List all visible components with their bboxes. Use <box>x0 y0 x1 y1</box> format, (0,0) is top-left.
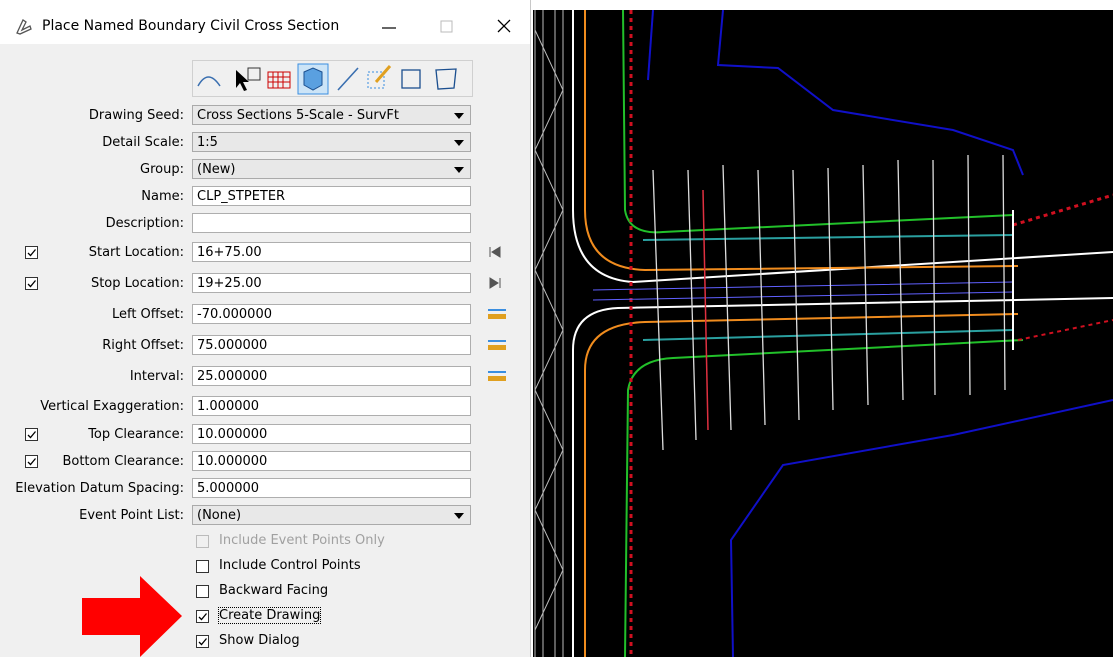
checkbox[interactable] <box>25 428 38 441</box>
road-edge <box>572 10 1113 284</box>
text-input[interactable]: 10.000000 <box>192 424 471 444</box>
checkbox[interactable] <box>196 585 209 598</box>
app-icon <box>16 19 32 35</box>
curb-line <box>584 10 1019 272</box>
dropdown-arrow <box>454 513 464 519</box>
field-label: Right Offset: <box>102 338 184 353</box>
field-label: Left Offset: <box>111 307 184 322</box>
section-lines <box>652 154 1006 451</box>
field-label: Interval: <box>129 369 184 384</box>
field-label: Elevation Datum Spacing: <box>15 481 184 496</box>
text-input[interactable]: 16+75.00 <box>192 242 471 262</box>
text-input[interactable]: CLP_STPETER <box>192 186 471 206</box>
text-input[interactable]: -70.000000 <box>192 304 471 324</box>
window-title: Place Named Boundary Civil Cross Section <box>42 18 340 34</box>
field-label: Event Point List: <box>79 508 184 523</box>
curb-line <box>584 313 1019 657</box>
red-arrow <box>82 576 182 657</box>
checkbox[interactable] <box>25 277 38 290</box>
tool-select[interactable] <box>236 70 249 91</box>
toolbar <box>192 60 473 97</box>
cad-view <box>533 10 1113 657</box>
checkbox[interactable] <box>196 635 209 648</box>
tool-cube <box>303 67 323 91</box>
toolbar-frame <box>192 60 473 97</box>
row-line <box>1012 193 1113 227</box>
tool-grid[interactable] <box>267 71 291 89</box>
text-input[interactable]: 1.000000 <box>192 396 471 416</box>
text-input[interactable]: 10.000000 <box>192 451 471 471</box>
field-label: Start Location: <box>88 245 184 260</box>
tool-line[interactable] <box>337 67 359 91</box>
slope-line <box>642 234 1014 241</box>
field-label: Vertical Exaggeration: <box>40 399 184 414</box>
boundary-line <box>647 10 654 81</box>
dropdown[interactable]: (None) <box>192 505 471 525</box>
checkbox-label[interactable]: Show Dialog <box>219 633 300 648</box>
road-edge <box>572 297 1113 657</box>
field-label: Description: <box>105 216 184 231</box>
field-label: Bottom Clearance: <box>62 454 184 469</box>
window-controls <box>382 19 511 33</box>
dropdown[interactable]: (New) <box>192 159 471 179</box>
checkbox[interactable] <box>25 246 38 259</box>
tool-select-box <box>247 67 261 81</box>
slope-line <box>642 329 1014 341</box>
checkbox <box>196 535 209 548</box>
stop-pick[interactable] <box>489 277 501 289</box>
maximize-button[interactable] <box>440 20 453 33</box>
right-offset-pick[interactable] <box>488 340 506 350</box>
ditch-line <box>624 339 1024 657</box>
close-button[interactable] <box>497 19 511 33</box>
truss <box>534 10 564 657</box>
text-input[interactable]: 5.000000 <box>192 478 471 498</box>
tool-arc[interactable] <box>197 76 221 87</box>
dropdown[interactable]: 1:5 <box>192 132 471 152</box>
checkbox-label[interactable]: Backward Facing <box>219 583 329 598</box>
text-input[interactable]: 75.000000 <box>192 335 471 355</box>
text-input[interactable] <box>192 213 471 233</box>
side-buttons <box>488 246 506 381</box>
field-label: Group: <box>140 162 184 177</box>
start-pick[interactable] <box>489 246 501 258</box>
boundary-line <box>729 399 1113 657</box>
checkbox-label[interactable]: Include Control Points <box>219 558 361 573</box>
center-mark <box>702 189 709 431</box>
field-label: Detail Scale: <box>102 135 184 150</box>
dialog: Place Named Boundary Civil Cross Section… <box>0 0 531 657</box>
dropdown-arrow <box>454 140 464 146</box>
checkbox-label[interactable]: Create Drawing <box>217 607 322 624</box>
interval-pick[interactable] <box>488 371 506 381</box>
text-input[interactable]: 19+25.00 <box>192 273 471 293</box>
tool-rect[interactable] <box>401 69 421 89</box>
checkbox-label: Include Event Points Only <box>219 533 385 548</box>
text-input[interactable]: 25.000000 <box>192 366 471 386</box>
ditch-line <box>622 10 1014 234</box>
field-label: Stop Location: <box>90 276 184 291</box>
tool-fence[interactable] <box>367 71 385 89</box>
checkbox[interactable] <box>196 610 209 623</box>
tool-pencil <box>374 65 392 83</box>
dropdown-arrow <box>454 167 464 173</box>
title-bar: Place Named Boundary Civil Cross Section <box>0 0 530 44</box>
row-line <box>1017 319 1113 341</box>
checkbox[interactable] <box>196 560 209 573</box>
lane-line <box>592 281 1014 301</box>
boundary-line <box>716 10 1024 176</box>
field-label: Drawing Seed: <box>88 108 184 123</box>
field-label: Name: <box>141 189 184 204</box>
checkbox[interactable] <box>25 455 38 468</box>
tool-shape[interactable] <box>435 68 457 90</box>
left-offset-pick[interactable] <box>488 309 506 319</box>
dropdown[interactable]: Cross Sections 5-Scale - SurvFt <box>192 105 471 125</box>
dropdown-arrow <box>454 113 464 119</box>
field-label: Top Clearance: <box>88 427 184 442</box>
